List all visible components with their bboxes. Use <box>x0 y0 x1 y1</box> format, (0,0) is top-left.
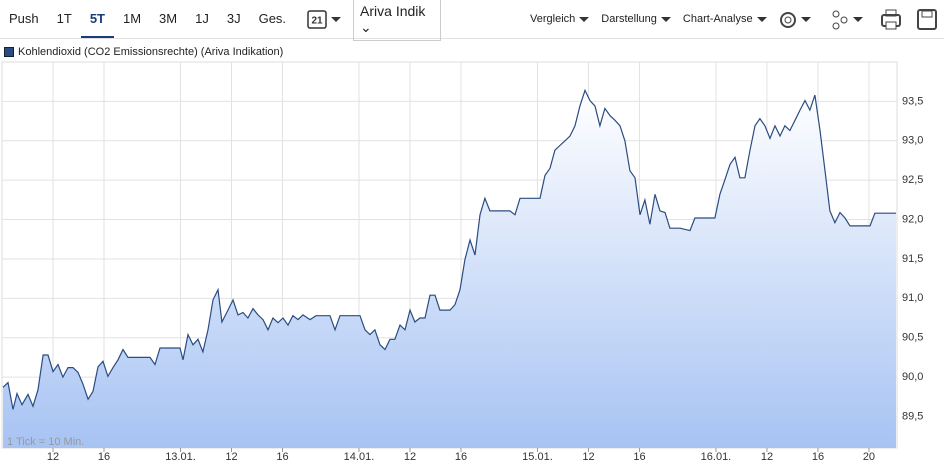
y-tick-label: 89,5 <box>902 410 923 422</box>
y-tick-label: 90,0 <box>902 371 923 383</box>
x-tick-label: 12 <box>582 451 594 463</box>
x-tick-label: 16 <box>455 451 467 463</box>
y-tick-label: 92,5 <box>902 174 923 186</box>
source-select[interactable]: Ariva Indik ⌄ <box>353 0 442 41</box>
toolbar-icons[interactable] <box>778 9 938 31</box>
x-tick-label: 16 <box>98 451 110 463</box>
period-tab[interactable]: 5T <box>80 2 114 38</box>
y-tick-label: 93,5 <box>902 95 923 107</box>
x-tick-label: 14.01. <box>344 451 375 463</box>
menu[interactable]: Darstellung <box>601 0 671 38</box>
period-tabs: Push 1T 5T 1M 3M 1J 3J Ges. <box>0 0 295 38</box>
calendar-icon: 21 <box>307 10 342 29</box>
period-tab[interactable]: 3J <box>226 11 241 26</box>
legend-swatch <box>4 47 14 57</box>
x-tick-label: 15.01. <box>522 451 553 463</box>
legend: Kohlendioxid (CO2 Emissionsrechte) (Ariv… <box>4 46 283 58</box>
x-tick-label: 13.01. <box>165 451 196 463</box>
toolbar: Push 1T 5T 1M 3M 1J 3J Ges. 21 Ariva Indik ⌄ Ve… <box>0 0 944 41</box>
menu[interactable]: Chart-Analyse <box>683 0 767 38</box>
y-tick-label: 91,0 <box>902 292 923 304</box>
x-tick-label: 12 <box>404 451 416 463</box>
chart: 89,5 90,0 90,5 91,0 91,5 92,0 92,5 93,0 93,5 12 16… <box>1 61 923 463</box>
area <box>3 90 896 449</box>
tick-note: 1 Tick = 10 Min. <box>7 436 84 448</box>
period-tab[interactable]: 1M <box>122 11 142 26</box>
y-tick-label: 92,0 <box>902 213 923 225</box>
y-tick-label: 93,0 <box>902 135 923 147</box>
x-tick-label: 16 <box>812 451 824 463</box>
menu[interactable]: Vergleich <box>530 0 589 38</box>
x-tick-label: 12 <box>761 451 773 463</box>
x-tick-label: 12 <box>47 451 59 463</box>
line <box>2 88 896 410</box>
source-label: Ariva Indik <box>360 2 426 19</box>
x-tick-label: 20 <box>863 451 875 463</box>
y-tick-label: 90,5 <box>902 332 923 344</box>
menus: Vergleich Darstellung Chart-Analyse <box>530 0 767 38</box>
calendar[interactable]: 21 <box>307 8 343 30</box>
y-tick-label: 91,5 <box>902 253 923 265</box>
period-tab[interactable]: Ges. <box>258 11 287 26</box>
x-tick-label: 16 <box>276 451 288 463</box>
period-tab[interactable]: 3M <box>159 11 178 26</box>
period-tab[interactable]: 1T <box>56 11 72 26</box>
period-tab[interactable]: Push <box>9 11 39 26</box>
x-tick-label: 16.01. <box>701 451 732 463</box>
legend-label: Kohlendioxid (CO2 Emissionsrechte) (Ariv… <box>18 46 284 58</box>
x-tick-label: 16 <box>633 451 645 463</box>
x-tick-label: 12 <box>225 451 237 463</box>
calendar-day: 21 <box>311 16 323 27</box>
period-tab[interactable]: 1J <box>195 11 209 26</box>
